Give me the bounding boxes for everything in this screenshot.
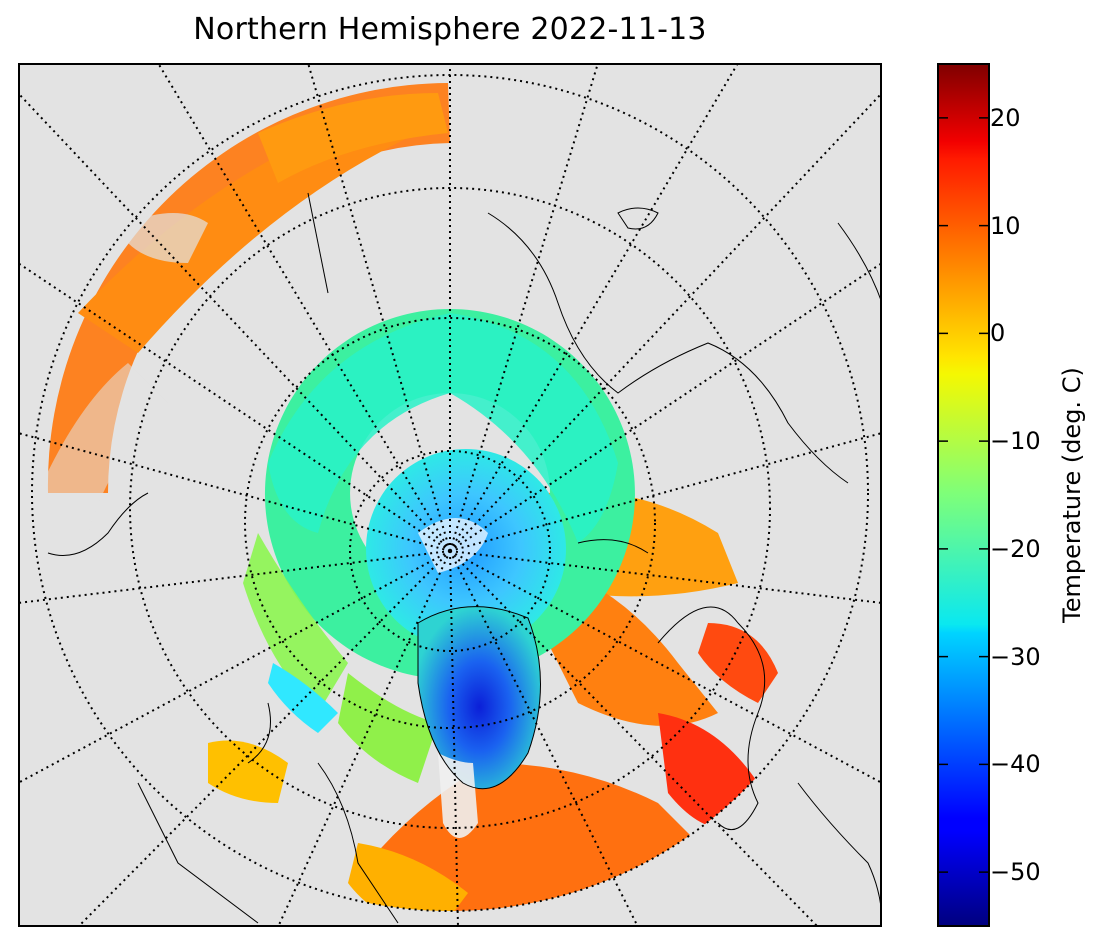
greenland (418, 606, 541, 789)
colorbar-tick-label: −30 (990, 642, 1041, 671)
graticule-meridians (18, 63, 882, 927)
map-border (18, 63, 882, 927)
colorbar-label: Temperature (deg. C) (1058, 367, 1086, 623)
colorbar-ticks (938, 117, 989, 873)
hot-region-baltic (698, 623, 778, 703)
colorbar-tick-label: 0 (990, 319, 1006, 348)
map-title: Northern Hemisphere 2022-11-13 (193, 12, 707, 47)
colorbar (937, 63, 990, 927)
colorbar-tick-label: −40 (990, 750, 1041, 779)
colorbar-tick-label: 10 (990, 211, 1021, 240)
colorbar-tick-label: −10 (990, 427, 1041, 456)
colorbar-tick-label: 20 (990, 103, 1021, 132)
hot-region-europe (658, 713, 758, 829)
graticule-parallels (31, 74, 869, 912)
warm-region-hudson (208, 740, 288, 803)
colorbar-tick-label: −50 (990, 858, 1041, 887)
warm-ocean-nw (78, 103, 418, 353)
polar-map (18, 63, 882, 927)
warm-ocean-top (258, 93, 448, 183)
colorbar-tick-label: −20 (990, 534, 1041, 563)
colorbar-gradient (937, 63, 990, 927)
coastlines (47, 192, 882, 924)
